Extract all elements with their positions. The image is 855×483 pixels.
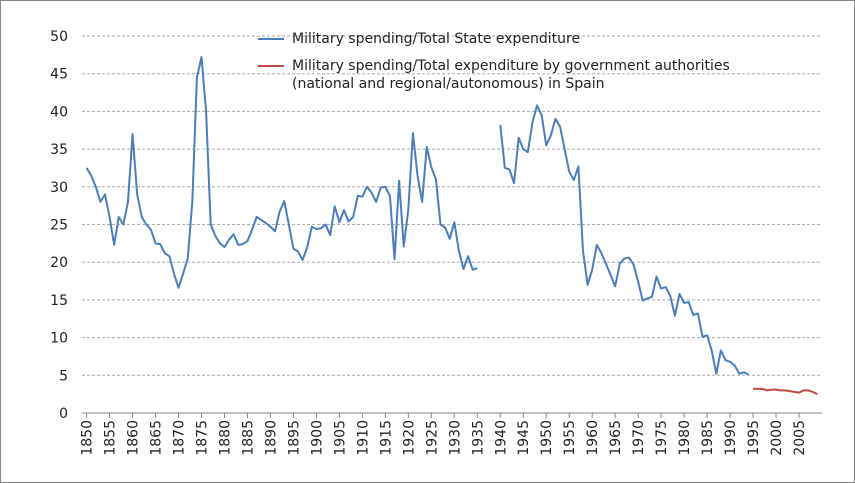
x-tick-label: 1855: [103, 420, 119, 456]
x-tick-label: 1860: [126, 420, 142, 456]
x-tick-label: 1850: [80, 420, 96, 456]
series-line: [85, 56, 749, 376]
x-tick-label: 1960: [585, 420, 601, 456]
x-tick-label: 1955: [562, 420, 578, 456]
y-tick-label: 40: [50, 104, 68, 120]
x-tick-label: 1895: [286, 420, 302, 456]
legend-item: Military spending/Total expenditure by g…: [258, 57, 762, 93]
y-tick-label: 50: [50, 29, 68, 45]
x-tick-label: 1935: [470, 420, 486, 456]
y-tick-label: 0: [59, 406, 68, 422]
x-tick-label: 1930: [447, 420, 463, 456]
x-tick-label: 1890: [263, 420, 279, 456]
y-tick-label: 45: [50, 67, 68, 83]
x-tick-label: 2000: [769, 420, 785, 456]
x-tick-label: 1905: [332, 420, 348, 456]
legend-swatch: [258, 65, 284, 67]
x-tick-label: 2005: [792, 420, 808, 456]
x-tick-label: 1865: [149, 420, 165, 456]
legend-swatch: [258, 38, 284, 40]
legend-label: Military spending/Total State expenditur…: [292, 31, 581, 47]
x-tick-label: 1950: [539, 420, 555, 456]
x-tick-label: 1995: [746, 420, 762, 456]
y-tick-label: 30: [50, 180, 68, 196]
y-tick-label: 15: [50, 293, 68, 309]
x-tick-label: 1880: [217, 420, 233, 456]
y-tick-label: 10: [50, 331, 68, 347]
series-line: [753, 387, 818, 396]
legend-label: Military spending/Total expenditure by g…: [292, 58, 730, 92]
x-tick-label: 1920: [401, 420, 417, 456]
legend-item: Military spending/Total State expenditur…: [258, 30, 762, 48]
x-tick-label: 1885: [240, 420, 256, 456]
x-tick-label: 1875: [195, 420, 211, 456]
x-tick-label: 1910: [355, 420, 371, 456]
x-tick-label: 1985: [700, 420, 716, 456]
x-tick-label: 1915: [378, 420, 394, 456]
y-tick-label: 25: [50, 218, 68, 234]
x-tick-label: 1900: [309, 420, 325, 456]
x-tick-label: 1925: [424, 420, 440, 456]
x-tick-label: 1940: [493, 420, 509, 456]
x-tick-label: 1990: [723, 420, 739, 456]
x-tick-label: 1870: [172, 420, 188, 456]
x-tick-label: 1970: [631, 420, 647, 456]
x-tick-label: 1975: [654, 420, 670, 456]
y-tick-label: 20: [50, 255, 68, 271]
x-tick-label: 1965: [608, 420, 624, 456]
x-tick-label: 1980: [677, 420, 693, 456]
y-tick-label: 35: [50, 142, 68, 158]
y-tick-label: 5: [59, 368, 68, 384]
x-tick-label: 1945: [516, 420, 532, 456]
